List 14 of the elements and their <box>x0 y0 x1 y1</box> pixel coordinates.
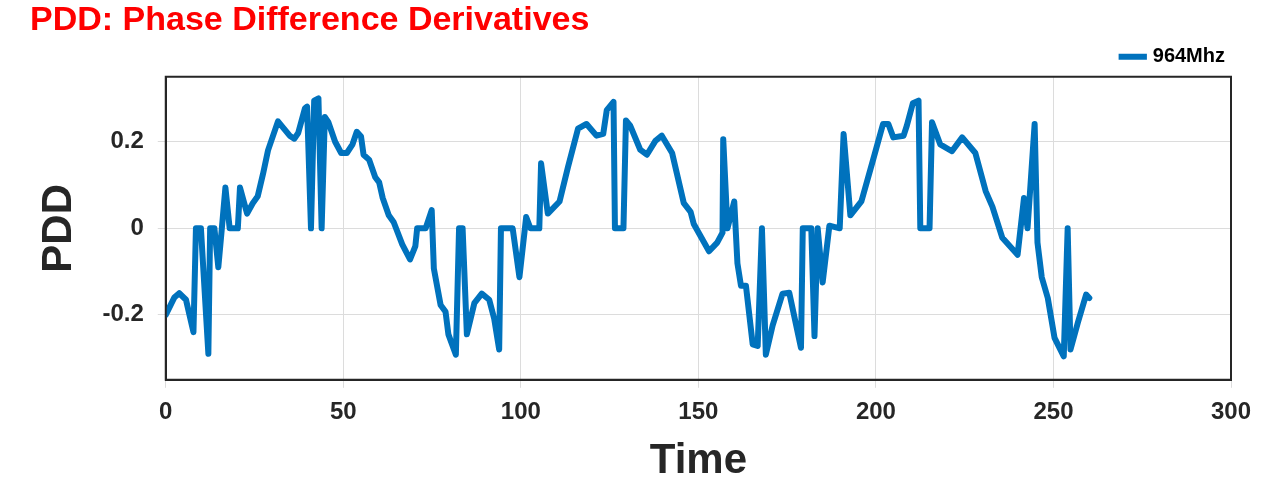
x-tick-label: 300 <box>1210 396 1252 424</box>
x-tick-label: 250 <box>1033 396 1074 424</box>
x-tick-label: 200 <box>855 396 896 424</box>
x-axis-title: Time <box>649 435 748 483</box>
x-tick-label: 50 <box>329 396 357 424</box>
chart-title: PDD: Phase Difference Derivatives <box>30 0 590 37</box>
y-tick-label: -0.2 <box>102 299 144 327</box>
y-axis-title: PDD <box>32 183 80 273</box>
x-tick-label: 0 <box>159 396 173 424</box>
x-tick-label: 150 <box>678 396 719 424</box>
x-tick-label: 100 <box>500 396 541 424</box>
y-tick-label: 0.2 <box>110 126 144 154</box>
legend-label: 964Mhz <box>1152 44 1225 67</box>
y-tick-label: 0 <box>130 212 144 240</box>
